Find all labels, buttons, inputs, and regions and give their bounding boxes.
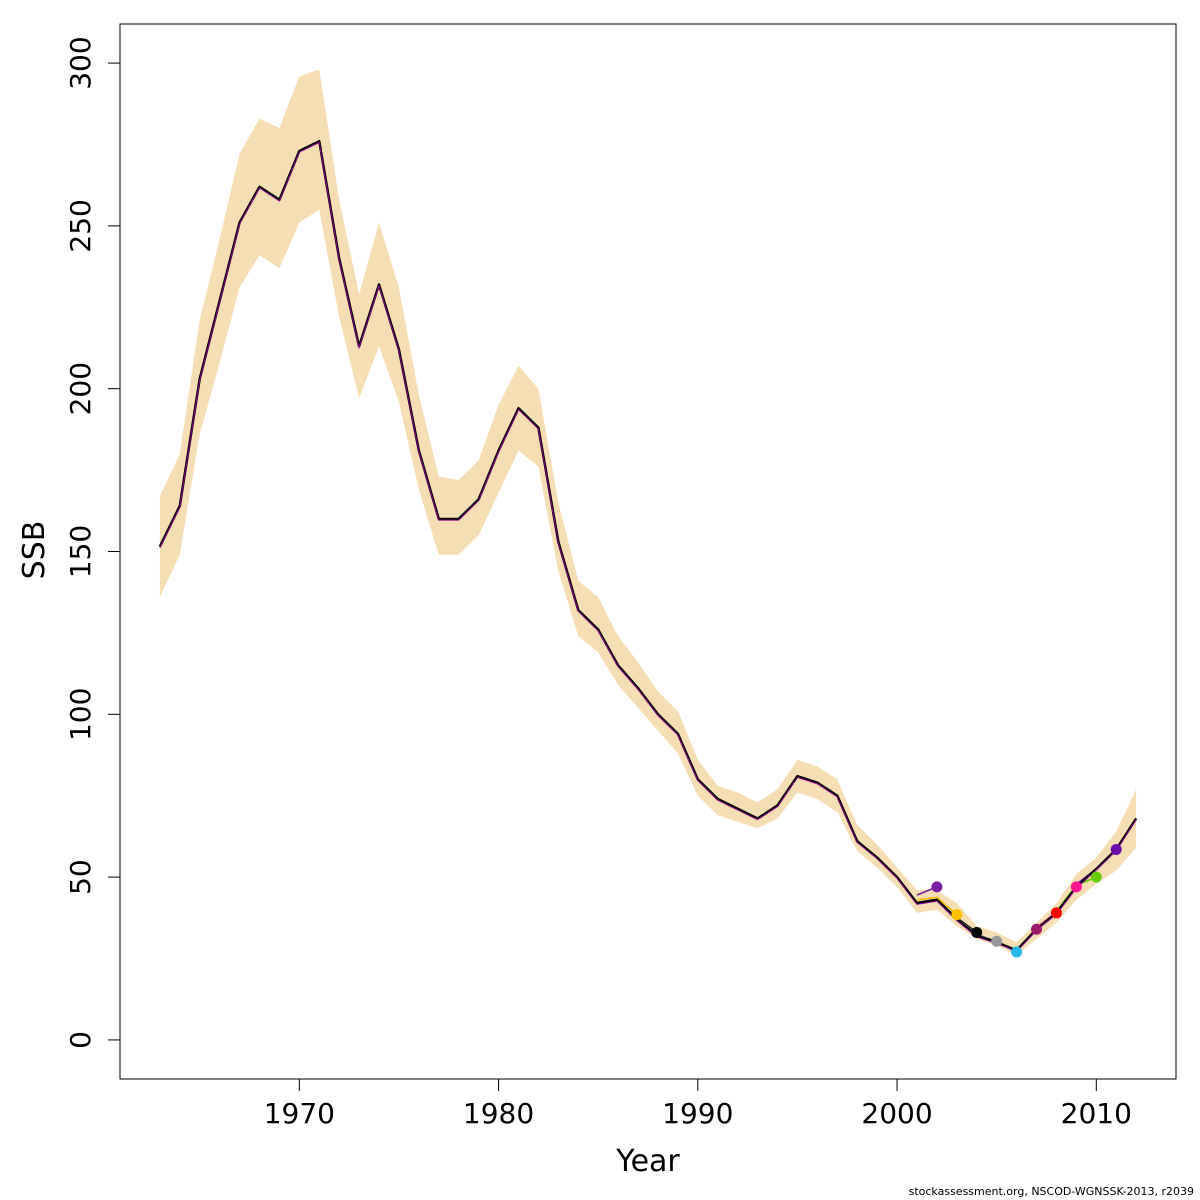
y-tick-label: 250: [64, 199, 97, 252]
terminal-point-2003: [951, 909, 963, 921]
terminal-point-2005: [991, 935, 1003, 947]
x-tick-label: 2000: [861, 1097, 932, 1130]
confidence-band-area: [159, 69, 1137, 956]
x-tick-label: 1980: [463, 1097, 534, 1130]
terminal-point-2009: [1070, 881, 1082, 893]
y-tick-label: 150: [64, 525, 97, 578]
terminal-point-2008: [1050, 907, 1062, 919]
x-tick-label: 1970: [264, 1097, 335, 1130]
terminal-point-2007: [1031, 923, 1043, 935]
x-axis-title: Year: [615, 1144, 680, 1179]
y-tick-label: 200: [64, 362, 97, 415]
series-lines: [158, 139, 1138, 953]
credit-text: stockassessment.org, NSCOD-WGNSSK-2013, …: [908, 1185, 1194, 1198]
retro-line-1: [916, 896, 958, 916]
x-axis: 1970 1980 1990 2000 2010: [264, 1079, 1132, 1130]
y-tick-label: 0: [64, 1031, 97, 1049]
terminal-point-2006: [1011, 946, 1023, 958]
terminal-points: [931, 843, 1122, 958]
y-axis: 0 50 100 150 200 250 300: [64, 36, 120, 1049]
x-tick-label: 2010: [1061, 1097, 1132, 1130]
terminal-point-2002: [931, 881, 943, 893]
x-tick-label: 1990: [662, 1097, 733, 1130]
y-tick-label: 300: [64, 36, 97, 89]
y-axis-title: SSB: [17, 521, 52, 580]
terminal-point-2011: [1110, 843, 1122, 855]
confidence-band: [159, 69, 1137, 956]
y-tick-label: 100: [64, 688, 97, 741]
retro-line-overlay: [159, 141, 1137, 953]
y-tick-label: 50: [64, 859, 97, 895]
terminal-point-2010: [1090, 871, 1102, 883]
terminal-point-2004: [971, 926, 983, 938]
ssb-main-line: [158, 139, 1138, 952]
